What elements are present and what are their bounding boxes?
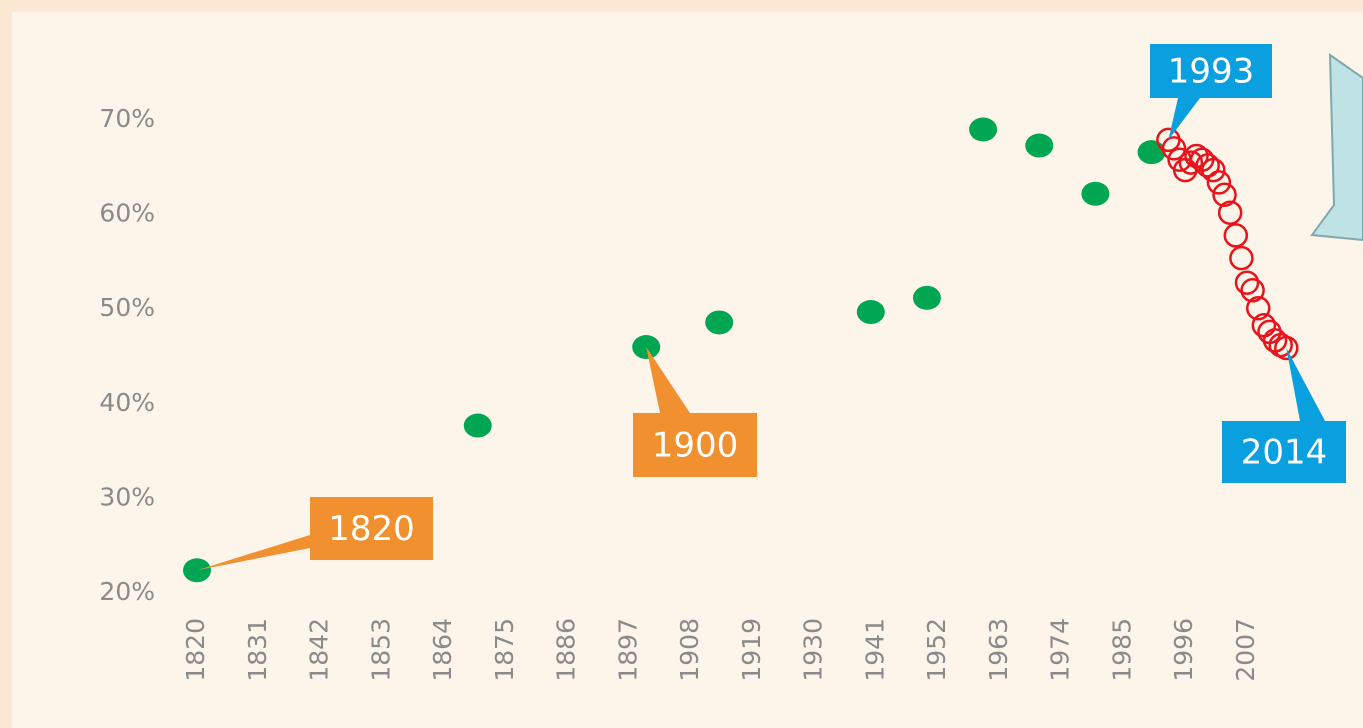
- point: [1212, 182, 1237, 207]
- plot-background: [12, 12, 1363, 728]
- point: [856, 300, 885, 325]
- annotation: 1820: [328, 509, 415, 549]
- annotation-pointer: [646, 347, 690, 413]
- x-tick-label: 1875: [490, 618, 519, 682]
- annotation: 1900: [652, 426, 739, 466]
- y-tick-label: 60%: [99, 199, 155, 228]
- x-tick-label: 1897: [613, 618, 642, 682]
- x-tick-label: 1919: [737, 618, 766, 682]
- point: [912, 285, 941, 310]
- x-tick-label: 1963: [984, 618, 1013, 682]
- point: [969, 117, 998, 142]
- y-tick-label: 40%: [99, 388, 155, 417]
- x-tick-label: 1941: [860, 618, 889, 682]
- annotation-pointer: [1286, 347, 1325, 421]
- annotation-box: [1150, 44, 1272, 98]
- point: [1229, 245, 1254, 271]
- x-tick-label: 2007: [1231, 618, 1260, 682]
- x-tick-label: 1996: [1169, 618, 1198, 682]
- x-tick-label: 1831: [243, 618, 272, 682]
- x-tick-label: 1930: [799, 618, 828, 682]
- point: [1234, 270, 1260, 295]
- x-tick-label: 1985: [1107, 618, 1136, 682]
- annotation: 2014: [1241, 433, 1328, 473]
- callout-shape: [1310, 53, 1363, 242]
- y-tick-label: 50%: [99, 293, 155, 322]
- point: [1081, 181, 1110, 206]
- x-tick-label: 1820: [181, 618, 210, 682]
- point: [1161, 136, 1187, 161]
- y-tick-label: 70%: [99, 104, 155, 133]
- x-tick-label: 1952: [922, 618, 951, 682]
- point: [705, 310, 734, 335]
- y-tick-label: 20%: [99, 577, 155, 606]
- point: [1274, 335, 1299, 361]
- annotation-pointer: [1168, 98, 1200, 140]
- annotation-box: [1222, 421, 1346, 483]
- point: [1195, 153, 1220, 178]
- point: [1137, 140, 1166, 165]
- point: [1025, 133, 1054, 158]
- x-tick-label: 1908: [675, 618, 704, 682]
- x-tick-label: 1853: [366, 618, 395, 682]
- x-tick-label: 1974: [1046, 618, 1075, 682]
- y-tick-label: 30%: [99, 482, 155, 511]
- annotation: 1993: [1168, 52, 1255, 92]
- x-tick-label: 1886: [552, 618, 581, 682]
- point: [1217, 200, 1243, 225]
- annotation-box: [310, 497, 433, 560]
- point: [1206, 170, 1232, 195]
- point: [1178, 150, 1204, 175]
- point: [1201, 157, 1226, 183]
- annotation-pointer: [197, 535, 310, 571]
- x-tick-label: 1864: [428, 618, 457, 682]
- annotation-box: [633, 413, 757, 477]
- point: [1240, 278, 1265, 303]
- point: [1245, 296, 1271, 321]
- point: [463, 413, 492, 438]
- x-tick-label: 1842: [305, 618, 334, 682]
- point: [1223, 223, 1249, 248]
